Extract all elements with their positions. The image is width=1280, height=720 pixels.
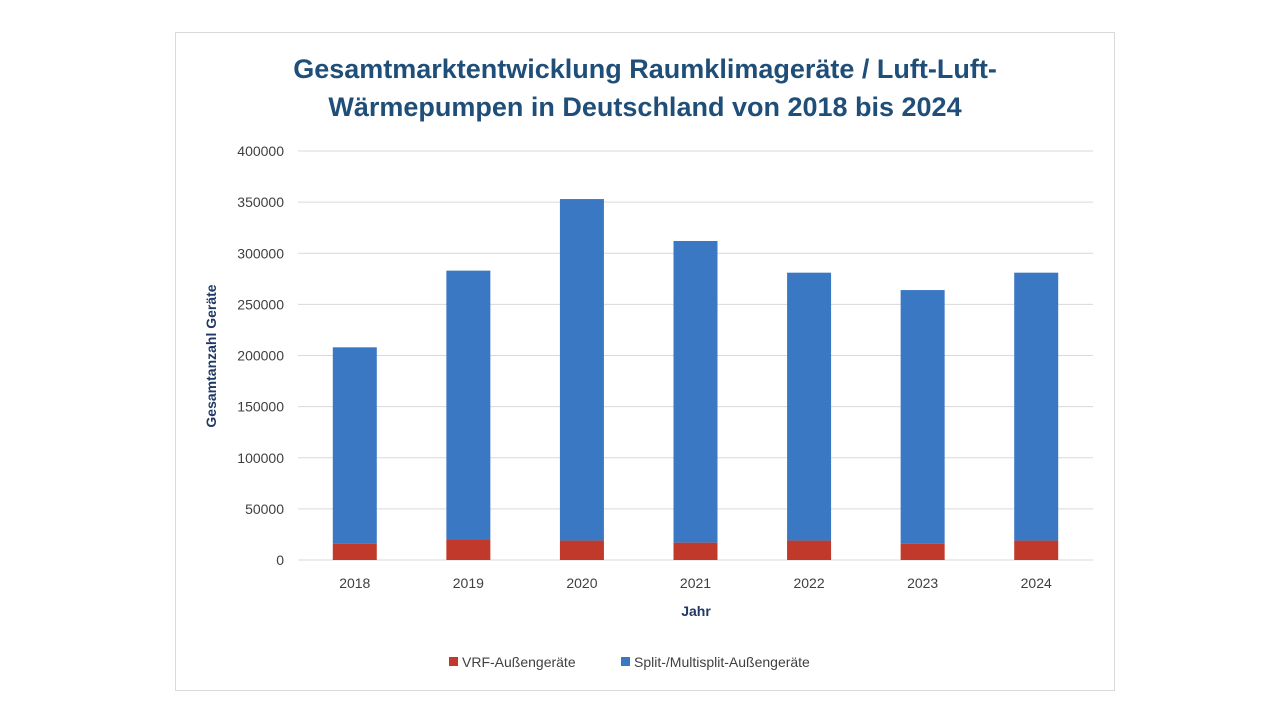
y-tick-label: 200000: [237, 348, 284, 364]
bar-split: [559, 199, 604, 541]
y-tick-label: 0: [276, 552, 284, 568]
legend-label: VRF-Außengeräte: [462, 654, 576, 670]
bar-vrf: [1014, 540, 1059, 560]
chart-title-line-1: Gesamtmarktentwicklung Raumklimageräte /…: [293, 54, 997, 84]
bar-split: [446, 270, 491, 540]
y-tick-label: 350000: [237, 194, 284, 210]
x-tick-label: 2024: [1021, 575, 1052, 591]
x-axis-label: Jahr: [681, 603, 711, 619]
chart-title-line-2: Wärmepumpen in Deutschland von 2018 bis …: [328, 92, 962, 122]
bar-vrf: [787, 540, 832, 560]
bar-split: [332, 347, 377, 544]
bar-split: [787, 272, 832, 541]
y-tick-label: 250000: [237, 296, 284, 312]
bar-vrf: [446, 539, 491, 560]
chart-title: Gesamtmarktentwicklung Raumklimageräte /…: [175, 50, 1115, 126]
legend-swatch: [449, 657, 458, 666]
legend-swatch: [621, 657, 630, 666]
bar-vrf: [332, 543, 377, 560]
legend: VRF-Außengeräte Split-/Multisplit-Außenge…: [449, 654, 810, 670]
y-tick-label: 150000: [237, 399, 284, 415]
x-tick-label: 2018: [339, 575, 370, 591]
y-tick-label: 400000: [237, 143, 284, 159]
bar-split: [1014, 272, 1059, 541]
y-tick-label: 100000: [237, 450, 284, 466]
y-axis-label: Gesamtanzahl Geräte: [203, 284, 219, 427]
x-tick-label: 2022: [793, 575, 824, 591]
x-tick-label: 2023: [907, 575, 938, 591]
bar-split: [900, 290, 945, 544]
y-tick-label: 50000: [245, 501, 284, 517]
bar-vrf: [673, 542, 718, 560]
chart-frame: [175, 32, 1115, 691]
bar-split: [673, 240, 718, 543]
x-tick-label: 2020: [566, 575, 597, 591]
x-tick-label: 2021: [680, 575, 711, 591]
y-tick-label: 300000: [237, 245, 284, 261]
bar-vrf: [900, 543, 945, 560]
x-tick-label: 2019: [453, 575, 484, 591]
bar-vrf: [559, 540, 604, 560]
legend-label: Split-/Multisplit-Außengeräte: [634, 654, 810, 670]
